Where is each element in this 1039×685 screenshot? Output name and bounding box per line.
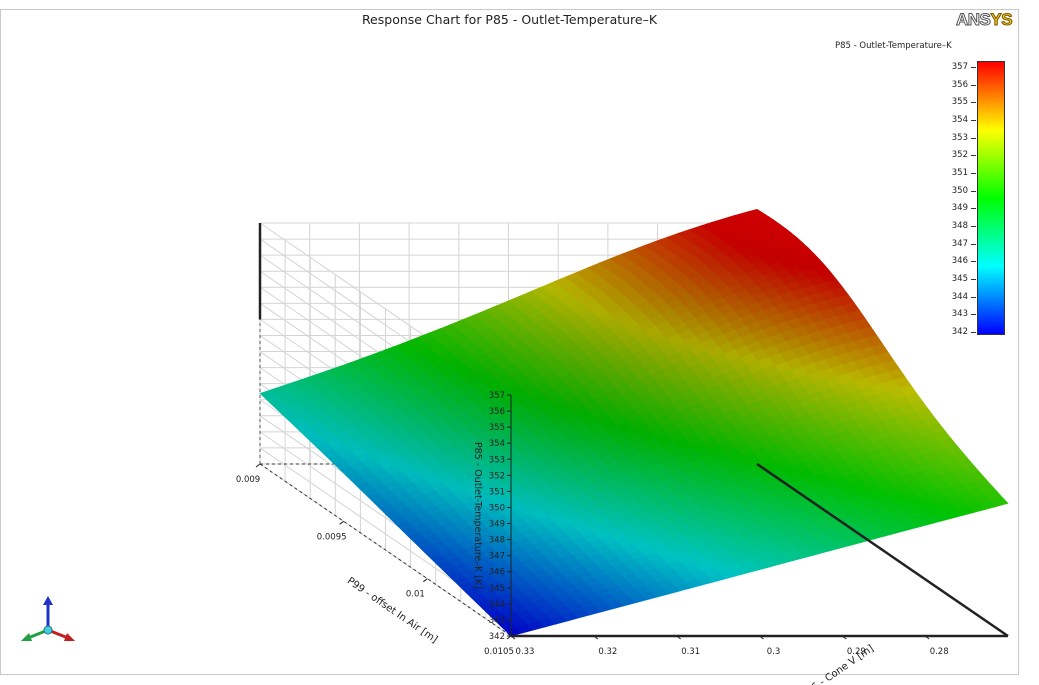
color-legend-bar: [977, 61, 1005, 335]
y-tick-label: 0.31: [681, 647, 700, 657]
z-tick-label: 343: [489, 616, 505, 626]
x-tick-label: 0.009: [236, 475, 260, 485]
z-tick-label: 356: [489, 407, 505, 417]
z-tick-label: 354: [489, 439, 505, 449]
x-axis-title: P99 - offset In Air [m]: [345, 576, 439, 646]
chart-title: Response Chart for P85 - Outlet-Temperat…: [361, 12, 658, 27]
z-tick-label: 357: [489, 391, 505, 401]
y-tick-label: 0.3: [767, 647, 781, 657]
z-axis-title: P85 - Outlet-Temperature–K [K]: [472, 442, 483, 589]
y-tick: [759, 635, 764, 640]
legend-tick-label: 352: [938, 150, 976, 160]
x-tick: [423, 578, 428, 583]
legend-tick-label: 347: [938, 239, 976, 249]
legend-tick-label: 355: [938, 97, 976, 107]
x-tick-label: 0.01: [406, 590, 425, 600]
y-axis-line: [756, 462, 1009, 638]
z-tick-label: 352: [489, 471, 505, 481]
z-tick-label: 350: [489, 503, 505, 513]
legend-tick-label: 350: [938, 186, 976, 196]
y-tick: [842, 635, 847, 640]
legend-tick-label: 356: [938, 80, 976, 90]
legend-tick-label: 357: [938, 62, 976, 72]
legend-tick-label: 349: [938, 203, 976, 213]
z-tick-label: 353: [489, 455, 505, 465]
legend-tick-label: 348: [938, 221, 976, 231]
z-tick-label: 347: [489, 552, 505, 562]
hidden-axis-line: [259, 463, 512, 637]
y-axis-title: P96 - Cone V [m]: [800, 643, 876, 685]
y-tick-label: 0.32: [598, 647, 617, 657]
y-tick: [924, 635, 930, 640]
z-tick-label: 349: [489, 520, 505, 530]
z-tick-label: 348: [489, 536, 505, 546]
z-tick-label: 351: [489, 487, 505, 497]
legend-tick-label: 354: [938, 115, 976, 125]
legend-tick-label: 343: [938, 309, 976, 319]
legend-tick-label: 345: [938, 274, 976, 284]
x-tick-label: 0.0105: [484, 647, 514, 657]
legend-tick-label: 346: [938, 256, 976, 266]
legend-tick-label: 351: [938, 168, 976, 178]
legend-tick-label: 353: [938, 133, 976, 143]
axis-lines: [255, 223, 1009, 640]
response-surface: [259, 208, 1009, 637]
x-tick-label: 0.0095: [317, 532, 347, 542]
z-tick-label: 346: [489, 568, 505, 578]
y-tick-label: 0.29: [847, 647, 866, 657]
z-tick-label: 345: [489, 584, 505, 594]
x-tick: [339, 520, 344, 525]
z-tick-label: 344: [489, 600, 505, 610]
ansys-logo: ANSYS: [956, 10, 1014, 30]
legend-tick-label: 344: [938, 292, 976, 302]
y-tick: [676, 635, 681, 640]
legend-tick-label: 342: [938, 327, 976, 337]
z-tick-label: 342: [489, 632, 505, 642]
z-tick-label: 355: [489, 423, 505, 433]
y-tick-label: 0.28: [930, 647, 949, 657]
axis-triad-icon[interactable]: [18, 596, 78, 646]
x-tick: [506, 635, 512, 640]
x-tick: [255, 463, 261, 468]
y-tick: [593, 635, 599, 640]
y-tick-label: 0.33: [516, 647, 535, 657]
y-tick: [510, 635, 516, 640]
legend-title: P85 - Outlet-Temperature–K: [835, 41, 952, 51]
